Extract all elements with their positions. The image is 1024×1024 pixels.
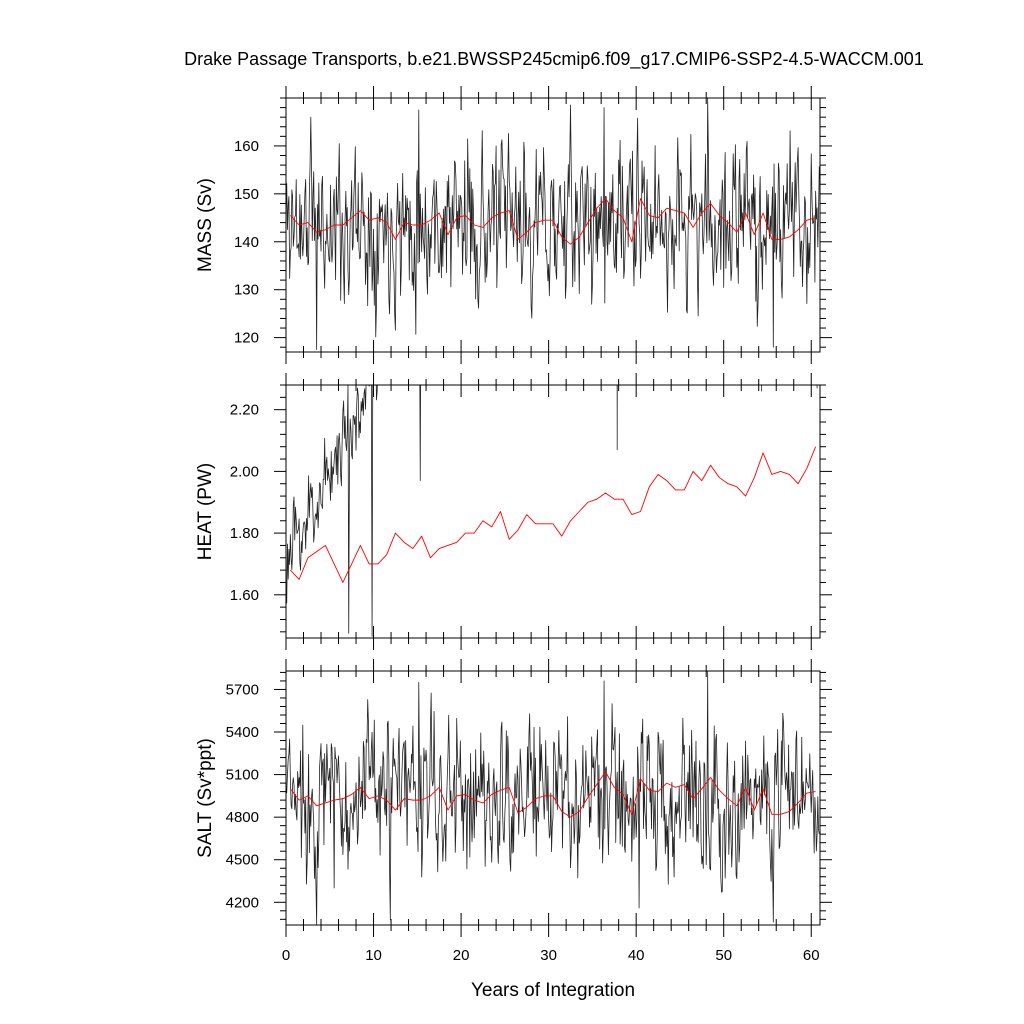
heat-panel: 1.60 1.80 2.00 2.20 HEAT (PW): [195, 373, 832, 650]
mass-monthly-series-line: [286, 98, 820, 350]
salt-plot-frame: [285, 670, 821, 926]
chart-title: Drake Passage Transports, b.e21.BWSSP245…: [184, 49, 924, 70]
salt-y-axis-label: SALT (Sv*ppt): [195, 738, 216, 858]
x-tick-label: 0: [282, 947, 290, 964]
heat-y-tick-label: 1.60: [230, 587, 259, 604]
mass-y-tick-label: 150: [234, 186, 259, 203]
salt-panel: 4200 4500 4800 5100 5400 5700 SALT (Sv*ppt) 0 10…: [195, 659, 832, 964]
mass-y-tick-label: 120: [234, 330, 259, 347]
heat-monthly-series-line: [286, 385, 818, 637]
salt-y-tick-label: 5100: [226, 767, 259, 784]
heat-y-tick-label: 2.00: [230, 463, 259, 480]
heat-y-tick-label: 1.80: [230, 525, 259, 542]
mass-y-tick-label: 140: [234, 234, 259, 251]
heat-y-tick-label: 2.20: [230, 402, 259, 419]
x-tick-label: 50: [715, 947, 732, 964]
mass-annual-series-line: [290, 198, 816, 245]
heat-y-axis-label: HEAT (PW): [195, 463, 216, 560]
mass-y-axis-label: MASS (Sv): [195, 178, 216, 272]
salt-y-tick-label: 5400: [226, 724, 259, 741]
mass-plot-frame: [285, 97, 821, 353]
mass-y-tick-label: 160: [234, 138, 259, 155]
x-tick-label: 60: [803, 947, 820, 964]
x-axis-label: Years of Integration: [471, 980, 635, 1001]
x-tick-label: 20: [453, 947, 470, 964]
heat-annual-series-line: [290, 446, 817, 583]
mass-y-tick-label: 130: [234, 282, 259, 299]
salt-y-tick-label: 5700: [226, 681, 259, 698]
mass-panel: 120 130 140 150 160 MASS (Sv): [195, 86, 832, 364]
salt-monthly-series-line: [286, 671, 820, 925]
x-tick-label: 40: [628, 947, 645, 964]
salt-y-tick-label: 4200: [226, 894, 259, 911]
salt-annual-series-line: [290, 771, 816, 818]
salt-y-tick-label: 4500: [226, 852, 259, 869]
x-tick-label: 10: [365, 947, 382, 964]
heat-plot-frame: [285, 384, 821, 639]
x-tick-label: 30: [540, 947, 557, 964]
salt-y-tick-label: 4800: [226, 809, 259, 826]
